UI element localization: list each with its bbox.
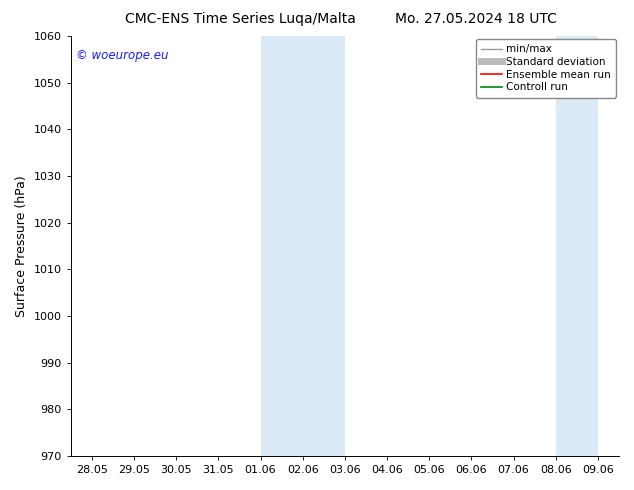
Legend: min/max, Standard deviation, Ensemble mean run, Controll run: min/max, Standard deviation, Ensemble me… [476,39,616,98]
Text: CMC-ENS Time Series Luqa/Malta: CMC-ENS Time Series Luqa/Malta [126,12,356,26]
Bar [556,36,598,456]
Text: © woeurope.eu: © woeurope.eu [76,49,169,62]
Y-axis label: Surface Pressure (hPa): Surface Pressure (hPa) [15,175,28,317]
Bar [261,36,345,456]
Text: Mo. 27.05.2024 18 UTC: Mo. 27.05.2024 18 UTC [394,12,557,26]
